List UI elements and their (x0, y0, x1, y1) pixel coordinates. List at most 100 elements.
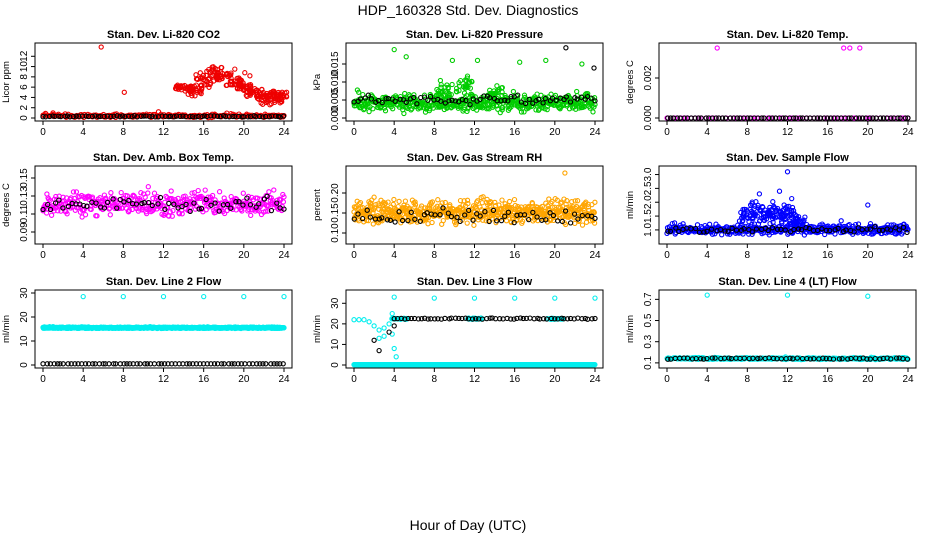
data-point (425, 97, 431, 103)
data-point (214, 113, 221, 119)
data-point (351, 317, 357, 323)
data-point (362, 95, 368, 101)
figure-title: HDP_160328 Std. Dev. Diagnostics (357, 2, 579, 18)
x-tick-label: 20 (549, 250, 561, 261)
data-point (114, 205, 120, 211)
y-tick-label: 6 (19, 84, 30, 90)
y-tick-label: 0.09 (19, 222, 30, 242)
data-point (665, 115, 671, 121)
data-point (167, 209, 173, 215)
x-tick-label: 4 (391, 127, 397, 138)
data-point (149, 202, 155, 209)
data-point (360, 91, 366, 98)
data-point (877, 115, 884, 121)
y-tick-label: 0.7 (643, 292, 654, 306)
x-tick-label: 12 (782, 127, 794, 138)
data-point (223, 113, 229, 120)
x-tick-label: 24 (589, 374, 601, 385)
data-point (117, 196, 123, 203)
data-point (101, 205, 108, 211)
data-point (719, 232, 725, 238)
x-tick-label: 16 (509, 250, 521, 261)
data-point (281, 194, 287, 200)
data-point (549, 95, 556, 101)
data-point (370, 106, 376, 112)
data-point (142, 194, 148, 200)
data-point (126, 197, 132, 204)
x-tick-label: 20 (862, 374, 874, 385)
data-point (199, 113, 205, 120)
data-point (62, 113, 68, 119)
x-tick-label: 20 (862, 127, 874, 138)
data-point (177, 113, 183, 120)
data-point (120, 293, 126, 300)
data-point (151, 190, 158, 196)
data-point (790, 115, 797, 121)
data-point (381, 333, 387, 339)
data-point (895, 115, 901, 121)
data-point (853, 115, 860, 121)
data-point (811, 115, 817, 121)
data-point (94, 213, 100, 219)
x-tick-label: 8 (121, 374, 127, 385)
data-point (414, 101, 420, 107)
data-point (224, 201, 231, 208)
y-axis-label: ml/min (1, 315, 12, 343)
x-tick-label: 24 (902, 250, 914, 261)
y-tick-label: 30 (19, 287, 30, 299)
data-point (162, 113, 168, 119)
data-point (857, 45, 863, 51)
data-point (464, 220, 470, 226)
data-point (117, 114, 123, 120)
data-point (76, 113, 82, 119)
data-point (171, 201, 177, 207)
data-point (592, 101, 598, 108)
data-point (133, 201, 140, 207)
data-point (65, 203, 72, 210)
data-point (508, 93, 514, 100)
data-point (731, 115, 737, 121)
data-point (361, 219, 367, 225)
data-point (391, 196, 397, 203)
data-point (744, 115, 751, 121)
data-point (461, 90, 468, 96)
data-point (198, 205, 205, 212)
data-point (427, 93, 434, 100)
y-axis-label: degrees C (625, 60, 636, 104)
data-point (216, 189, 223, 195)
data-point (540, 100, 546, 106)
data-point (43, 210, 50, 216)
data-point (149, 113, 155, 119)
data-point (52, 200, 59, 206)
panel-title: Stan. Dev. Line 4 (LT) Flow (718, 276, 857, 288)
x-tick-label: 4 (704, 250, 710, 261)
data-point (375, 97, 382, 104)
data-point (831, 115, 837, 121)
data-point (47, 206, 54, 213)
series-hourly (351, 45, 598, 108)
data-point (692, 115, 698, 121)
data-point (60, 194, 66, 200)
data-point (709, 115, 716, 121)
data-point (230, 113, 236, 120)
data-point (403, 54, 409, 60)
data-point (232, 66, 238, 72)
y-axis-label: ml/min (312, 315, 323, 343)
data-point (797, 115, 803, 121)
data-point (89, 113, 96, 120)
data-point (563, 94, 569, 100)
x-tick-label: 0 (351, 374, 357, 385)
data-point (88, 206, 94, 213)
x-tick-label: 0 (40, 374, 46, 385)
data-point (780, 115, 786, 121)
data-point (477, 96, 483, 103)
data-point (247, 73, 253, 79)
data-point (56, 197, 62, 203)
y-tick-label: 8 (19, 74, 30, 80)
data-point (452, 98, 459, 104)
data-point (490, 91, 496, 97)
x-tick-label: 4 (391, 374, 397, 385)
data-point (838, 218, 844, 224)
y-tick-label: 10 (19, 335, 30, 347)
data-point (208, 202, 214, 208)
